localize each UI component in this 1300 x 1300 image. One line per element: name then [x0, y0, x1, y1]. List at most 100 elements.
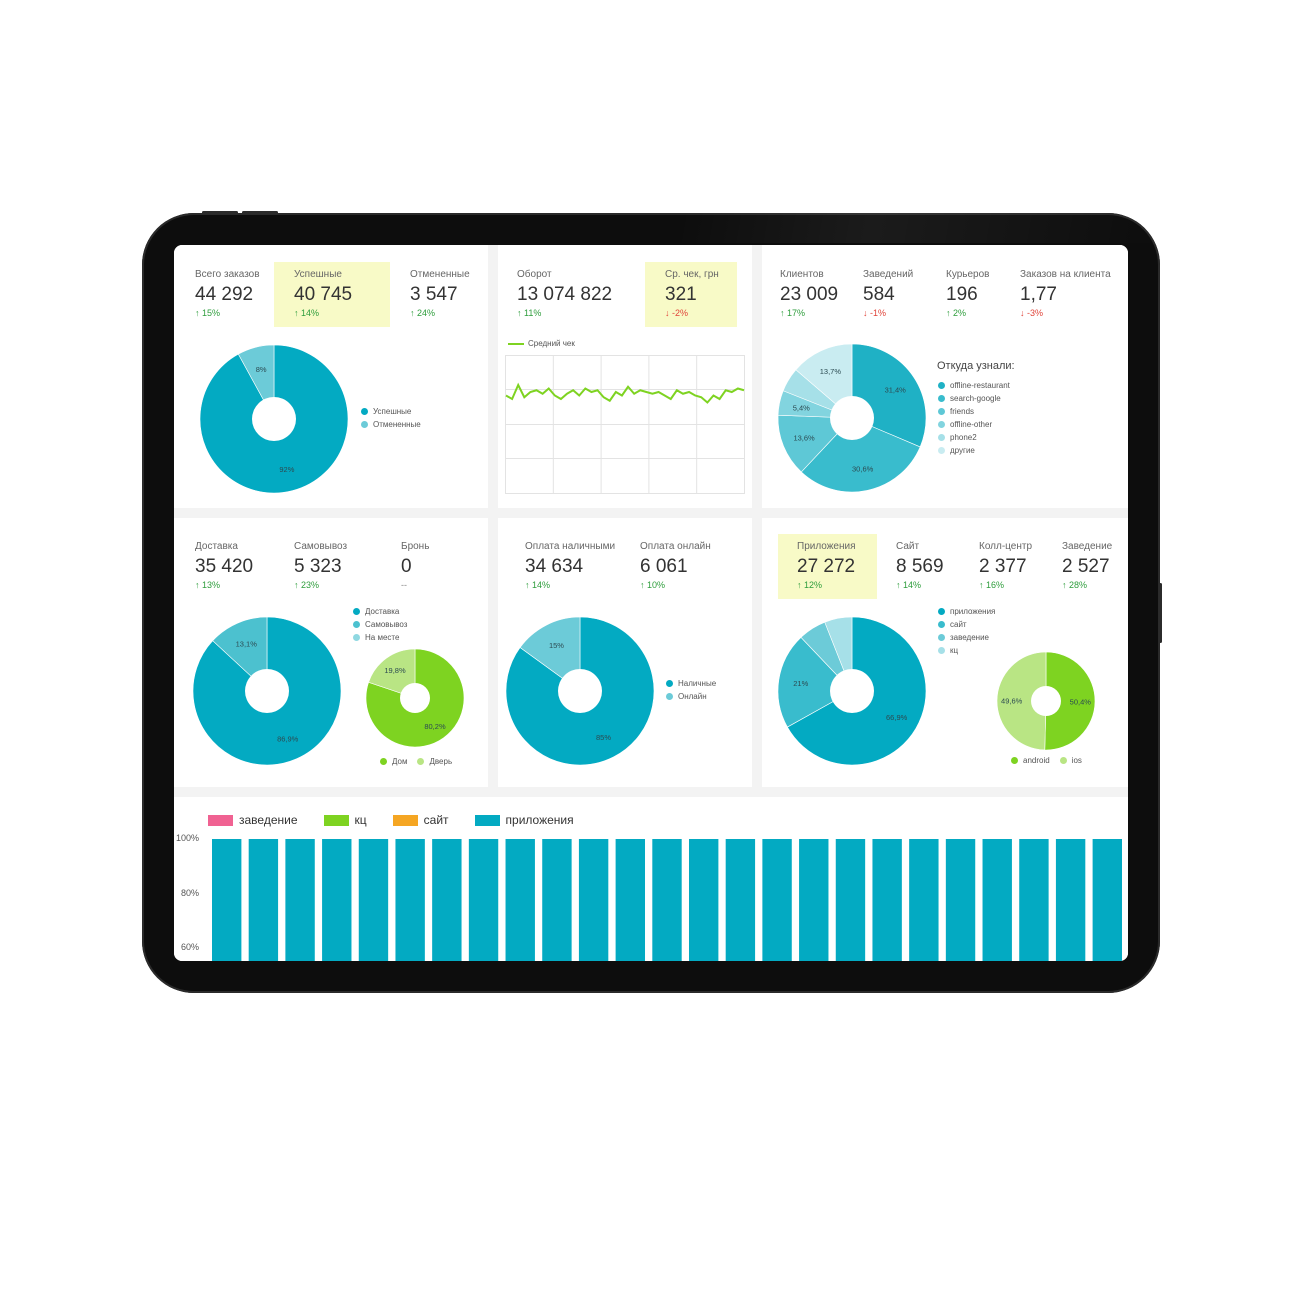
legend-item[interactable]: Онлайн [666, 690, 716, 703]
kpi-change-value: -3% [1027, 308, 1044, 318]
bar-legend-item[interactable]: сайт [392, 813, 449, 827]
legend-item[interactable]: Отмененные [361, 418, 421, 431]
avg-check-line-chart [505, 355, 745, 494]
kpi-value: 44 292 [195, 284, 254, 305]
bar[interactable] [945, 839, 976, 961]
donut-hole [830, 396, 874, 440]
bar[interactable] [835, 839, 866, 961]
bar-legend-item[interactable]: приложения [474, 813, 574, 827]
kpi-value: 8 569 [896, 556, 944, 577]
pie-slice[interactable] [800, 417, 921, 493]
bar[interactable] [395, 839, 425, 961]
bar[interactable] [542, 839, 572, 961]
slice-label: 49,6% [1001, 697, 1023, 706]
legend-item[interactable]: Самовывоз [353, 618, 407, 631]
bar[interactable] [248, 839, 279, 961]
slice-label: 31,4% [885, 385, 907, 394]
kpi-change-value: 16% [986, 580, 1005, 590]
kpi-change: ↑ 15% [195, 308, 221, 318]
legend-item[interactable]: phone2 [938, 431, 1010, 444]
legend-swatch [323, 814, 349, 826]
pie-slice[interactable] [1044, 651, 1096, 751]
bar[interactable] [468, 839, 499, 961]
channels-panel: Приложения 27 272 ↑ 12% Сайт 8 569 ↑ 14%… [762, 518, 1128, 787]
bar[interactable] [358, 839, 389, 961]
legend-item[interactable]: ios [1059, 754, 1082, 767]
legend-label: Дом [392, 757, 408, 766]
slice-label: 15% [549, 641, 564, 650]
bar[interactable] [725, 839, 756, 961]
legend-item[interactable]: кц [938, 644, 995, 657]
legend-swatch [208, 814, 233, 826]
clients-panel: Клиентов 23 009 ↑ 17% Заведений 584 ↓ -1… [762, 245, 1128, 508]
bar[interactable] [982, 839, 1012, 961]
legend-item[interactable]: Наличные [666, 677, 716, 690]
bar[interactable] [799, 839, 829, 961]
bar[interactable] [285, 839, 315, 961]
bar[interactable] [322, 839, 352, 961]
avg-check-series-line[interactable] [505, 382, 745, 404]
legend-item[interactable]: Дом [380, 755, 407, 768]
pie-slice[interactable] [368, 648, 416, 699]
legend-dot [938, 395, 945, 402]
bar[interactable] [652, 839, 682, 961]
kpi-item: Сайт 8 569 ↑ 14% [896, 541, 944, 590]
legend-item[interactable]: search-google [938, 392, 1010, 405]
legend-dot [938, 621, 945, 628]
kpi-value: 35 420 [195, 556, 254, 577]
donut-hole [1031, 686, 1061, 716]
kpi-change-value: 2% [953, 308, 967, 318]
kpi-change-value: 12% [804, 580, 823, 590]
volume-button [242, 211, 278, 214]
legend-item[interactable]: offline-other [938, 418, 1010, 431]
kpi-item: Колл-центр 2 377 ↑ 16% [979, 541, 1032, 590]
legend-dot [938, 634, 945, 641]
pie-slice[interactable] [996, 651, 1047, 751]
bar[interactable] [1055, 839, 1086, 961]
legend-item[interactable]: friends [938, 405, 1010, 418]
bar[interactable] [1092, 839, 1122, 961]
kpi-change: ↑ 11% [517, 308, 542, 318]
bar[interactable] [212, 839, 242, 961]
bar[interactable] [688, 839, 719, 961]
kpi-change-value: -2% [672, 308, 689, 318]
pie-slice[interactable] [212, 616, 268, 692]
bar[interactable] [432, 839, 462, 961]
legend-dot [1059, 757, 1067, 764]
kpi-label: Оплата наличными [525, 541, 616, 552]
payment-pie-chart: 85% 15% [505, 616, 655, 766]
legend-item[interactable]: Успешные [361, 405, 421, 418]
legend-item[interactable]: Дверь [417, 755, 452, 768]
pie-slice[interactable] [519, 616, 581, 692]
legend-item[interactable]: Доставка [353, 605, 407, 618]
legend-item[interactable]: заведение [938, 631, 995, 644]
bar[interactable] [578, 839, 609, 961]
bar[interactable] [505, 839, 535, 961]
legend-swatch [474, 814, 500, 826]
kpi-change: ↓ -1% [863, 308, 887, 318]
legend-item[interactable]: offline-restaurant [938, 379, 1010, 392]
legend-item[interactable]: приложения [938, 605, 995, 618]
legend-label: offline-other [950, 420, 993, 429]
bar[interactable] [762, 839, 792, 961]
bar-legend-item[interactable]: заведение [208, 813, 298, 827]
legend-dot [938, 382, 945, 389]
pie-slice[interactable] [795, 343, 853, 419]
bar-legend-item[interactable]: кц [323, 813, 367, 827]
bar[interactable] [615, 839, 646, 961]
kpi-change: ↑ 14% [525, 580, 551, 590]
legend-dot [938, 421, 945, 428]
bar[interactable] [1019, 839, 1049, 961]
kpi-change: ↑ 13% [195, 580, 221, 590]
legend-label: Средний чек [528, 339, 575, 348]
legend-item[interactable]: android [1011, 754, 1050, 767]
legend-item[interactable]: другие [938, 444, 1010, 457]
legend-label: friends [950, 407, 975, 416]
pie-slice[interactable] [777, 636, 853, 728]
legend-item[interactable]: сайт [938, 618, 995, 631]
bar[interactable] [872, 839, 902, 961]
kpi-change: ↑ 16% [979, 580, 1005, 590]
kpi-value: 1,77 [1020, 284, 1057, 305]
bar[interactable] [909, 839, 939, 961]
legend-item[interactable]: На месте [353, 631, 407, 644]
